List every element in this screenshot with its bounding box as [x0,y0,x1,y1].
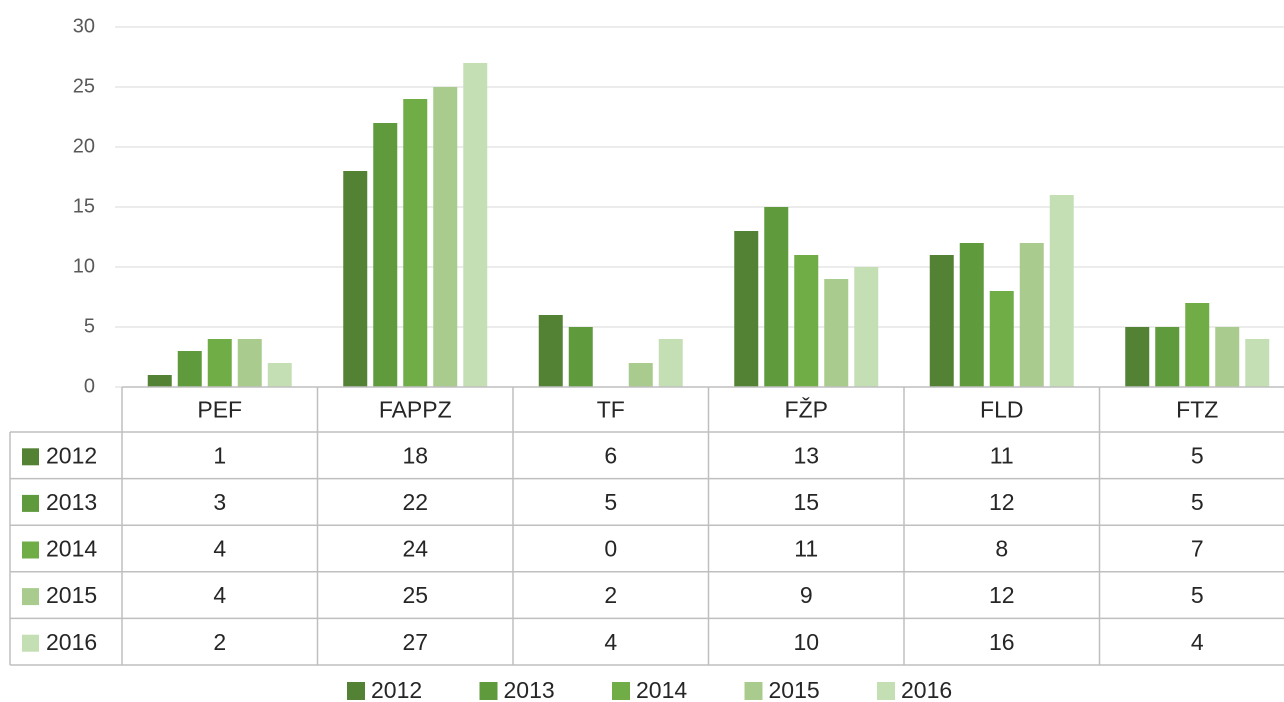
table-cell: 27 [402,629,428,655]
y-tick-label: 15 [73,195,95,217]
table-legend-swatch [22,494,39,512]
table-cell: 24 [402,536,428,562]
table-cell: 8 [995,536,1008,562]
bar [267,363,292,387]
y-tick-label: 5 [84,315,95,337]
table-cell: 5 [1191,582,1204,608]
bar [403,99,428,387]
bar [658,339,683,387]
bar [989,291,1014,387]
table-cell: 4 [604,629,617,655]
bar [1155,327,1180,387]
table-cell: 3 [213,489,226,515]
table-cell: 11 [990,442,1014,468]
table-legend-swatch [22,634,39,652]
x-tick-label: FLD [980,397,1023,423]
legend-label: 2015 [769,677,820,702]
table-cell: 25 [402,582,428,608]
table-cell: 12 [989,489,1015,515]
bar [764,207,789,387]
legend-label: 2013 [504,677,555,702]
bar [1215,327,1240,387]
x-tick-label: FTZ [1176,397,1218,423]
y-tick-label: 25 [73,75,95,97]
y-tick-label: 0 [84,375,95,397]
legend-swatch [877,682,895,700]
legend-swatch [479,682,498,700]
bar [568,327,593,387]
table-legend-swatch [22,588,39,606]
table-cell: 22 [402,489,428,515]
x-tick-label: FAPPZ [379,397,452,423]
legend-label: 2016 [901,677,952,702]
table-row-label: 2013 [46,489,97,515]
table-cell: 2 [604,582,617,608]
table-cell: 5 [604,489,617,515]
table-cell: 5 [1191,442,1204,468]
table-row-label: 2012 [46,442,97,468]
table-cell: 11 [794,536,818,562]
table-row-label: 2015 [46,582,97,608]
table-row-label: 2014 [46,536,97,562]
bar [207,339,232,387]
table-legend-swatch [22,448,39,466]
table-cell: 12 [989,582,1015,608]
bar [463,63,488,387]
table-cell: 1 [213,442,226,468]
y-tick-label: 10 [73,255,95,277]
table-row-label: 2016 [46,629,97,655]
bar [538,315,563,387]
table-cell: 16 [989,629,1015,655]
bar [1019,243,1044,387]
bar [237,339,262,387]
table-cell: 4 [213,536,226,562]
table-cell: 15 [793,489,819,515]
bar [734,231,759,387]
table-cell: 4 [1191,629,1204,655]
x-tick-label: TF [597,397,625,423]
bar [177,351,202,387]
bar [824,279,849,387]
table-cell: 18 [402,442,428,468]
y-tick-label: 30 [73,15,95,37]
table-cell: 10 [793,629,819,655]
table-cell: 13 [793,442,819,468]
bar [373,123,398,387]
table-cell: 4 [213,582,226,608]
table-cell: 9 [800,582,813,608]
legend-swatch [612,682,630,700]
legend-swatch [744,682,763,700]
bar [343,171,368,387]
table-cell: 2 [213,629,226,655]
bar [1049,195,1074,387]
bar [1125,327,1150,387]
bar [433,87,458,387]
legend-swatch [347,682,365,700]
table-cell: 0 [604,536,617,562]
x-tick-label: PEF [197,397,242,423]
table-cell: 5 [1191,489,1204,515]
table-legend-swatch [22,541,39,559]
legend-label: 2014 [636,677,687,702]
bar [929,255,954,387]
x-tick-label: FŽP [785,397,828,423]
table-cell: 6 [604,442,617,468]
bar [794,255,819,387]
bar [1185,303,1210,387]
bar [628,363,653,387]
bar [1245,339,1270,387]
bar [147,375,172,387]
legend-label: 2012 [371,677,422,702]
table-cell: 7 [1191,536,1204,562]
bar [959,243,984,387]
bar [854,267,879,387]
y-tick-label: 20 [73,135,95,157]
